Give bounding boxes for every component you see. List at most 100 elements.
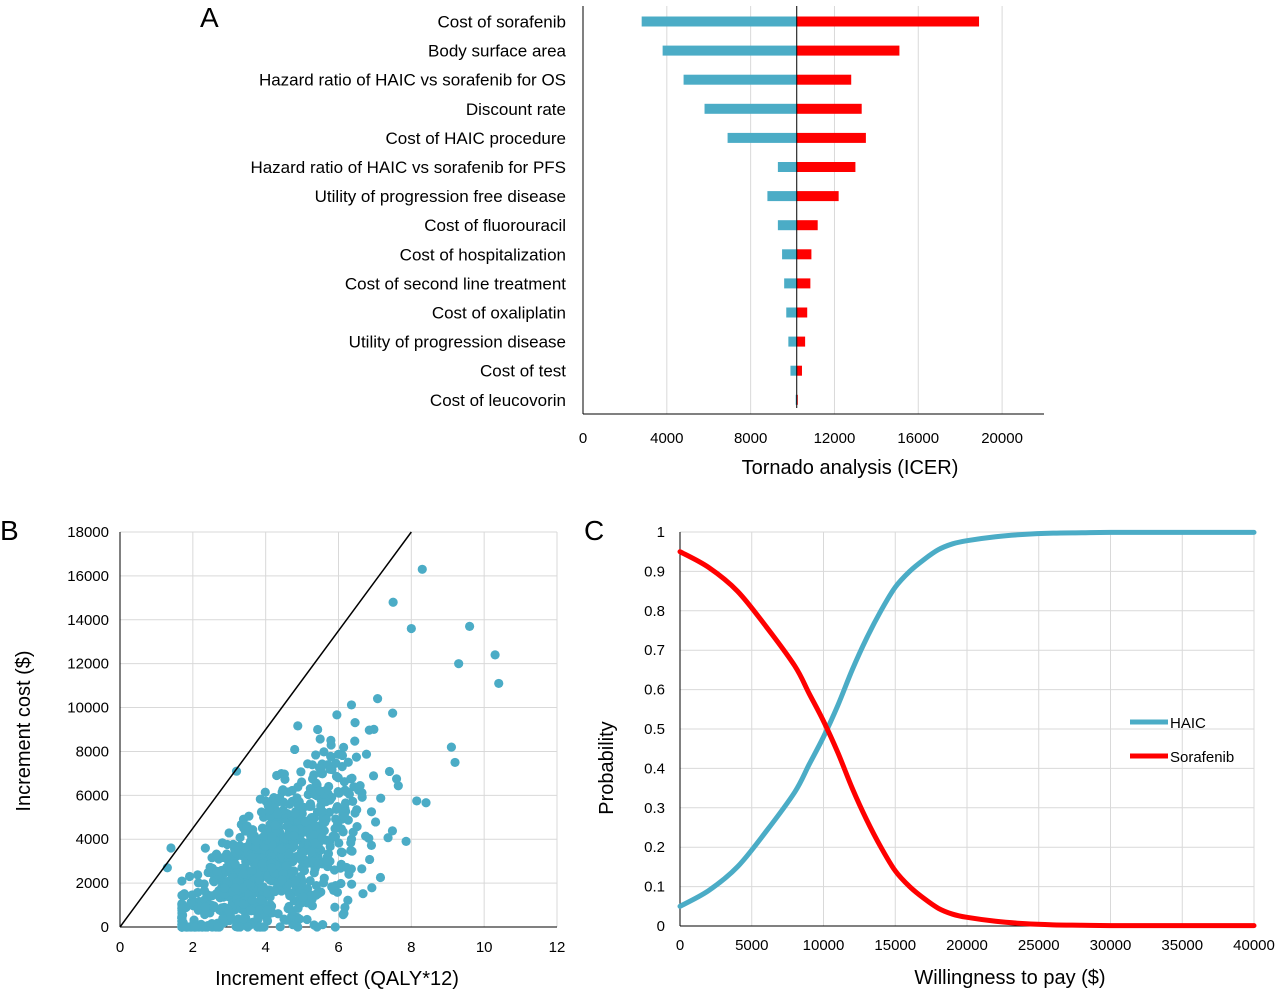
tornado-bar-high xyxy=(796,132,866,143)
curve-y-tick-label: 0.8 xyxy=(644,603,665,620)
scatter-point xyxy=(330,902,340,912)
scatter-point xyxy=(357,788,367,798)
tornado-bar-high xyxy=(796,394,798,405)
scatter-point xyxy=(311,890,321,900)
legend-label-haic: HAIC xyxy=(1170,715,1206,732)
tornado-bar-high xyxy=(796,307,808,318)
tornado-bar-low xyxy=(784,278,797,289)
scatter-point xyxy=(332,710,342,720)
scatter-point xyxy=(254,905,265,915)
scatter-y-tick-label: 12000 xyxy=(67,656,109,673)
scatter-point xyxy=(326,752,336,762)
scatter-point xyxy=(370,817,381,827)
scatter-y-tick-label: 10000 xyxy=(67,700,109,717)
scatter-x-tick-label: 8 xyxy=(407,939,415,956)
scatter-point xyxy=(230,883,240,893)
tornado-bar-low xyxy=(662,45,797,56)
scatter-point xyxy=(247,895,257,905)
scatter-point xyxy=(244,811,254,821)
curve-x-tick-label: 15000 xyxy=(874,937,916,954)
tornado-chart: 0 4000 8000 12000 16000 20000 Cost of sorafeni… xyxy=(250,6,1044,447)
scatter-point xyxy=(243,922,253,932)
tornado-bar-low xyxy=(641,16,797,27)
scatter-point xyxy=(209,877,219,887)
scatter-point xyxy=(494,678,504,689)
scatter-point xyxy=(343,757,353,767)
scatter-point xyxy=(367,883,377,893)
scatter-point xyxy=(465,621,475,631)
scatter-point xyxy=(212,866,222,876)
curve-y-tick-label: 0.3 xyxy=(644,800,665,817)
tornado-bar-low xyxy=(777,220,797,231)
scatter-point xyxy=(319,747,329,757)
scatter-point xyxy=(417,564,427,574)
curve-y-tick-label: 1 xyxy=(657,524,665,541)
scatter-point xyxy=(238,883,248,893)
scatter-point xyxy=(346,700,357,710)
scatter-point xyxy=(317,832,327,842)
scatter-point xyxy=(334,838,344,848)
tornado-category-label: Hazard ratio of HAIC vs sorafenib for OS xyxy=(259,71,566,90)
scatter-y-tick-label: 6000 xyxy=(76,787,109,804)
tornado-category-label: Body surface area xyxy=(428,42,567,61)
scatter-point xyxy=(256,807,267,817)
scatter-point xyxy=(315,734,325,744)
scatter-point xyxy=(184,871,195,882)
tornado-bar-low xyxy=(795,394,797,405)
scatter-x-tick-label: 4 xyxy=(261,939,269,956)
scatter-point xyxy=(384,766,395,777)
scatter-point xyxy=(283,904,293,914)
scatter-point xyxy=(179,889,189,899)
scatter-point xyxy=(325,764,335,774)
tornado-category-label: Hazard ratio of HAIC vs sorafenib for PF… xyxy=(250,158,566,177)
scatter-point xyxy=(285,891,295,901)
scatter-point xyxy=(387,826,398,836)
curve-x-tick-label: 30000 xyxy=(1090,937,1132,954)
curve-y-tick-label: 0 xyxy=(657,918,665,935)
scatter-point xyxy=(391,774,402,784)
scatter-point xyxy=(280,774,290,784)
scatter-point xyxy=(200,909,210,920)
scatter-point xyxy=(287,785,297,796)
scatter-point xyxy=(255,794,265,804)
scatter-point xyxy=(211,889,221,899)
scatter-chart: 0 2000 4000 6000 8000 10000 12000 14000 16000 180… xyxy=(67,524,565,956)
scatter-point xyxy=(305,898,315,908)
scatter-point xyxy=(218,852,229,863)
tornado-bar-low xyxy=(727,132,797,143)
scatter-point xyxy=(350,808,360,818)
scatter-point xyxy=(262,916,273,926)
curve-x-tick-label: 20000 xyxy=(946,937,988,954)
scatter-point xyxy=(257,895,267,905)
scatter-point xyxy=(346,774,356,784)
curve-series-sorafenib xyxy=(677,549,1257,929)
scatter-point xyxy=(272,809,283,819)
scatter-point xyxy=(338,742,349,752)
scatter-point xyxy=(311,750,321,760)
scatter-point xyxy=(330,824,340,834)
scatter-point xyxy=(290,876,301,886)
scatter-point xyxy=(300,817,310,827)
curve-x-tick-label: 10000 xyxy=(803,937,845,954)
scatter-point xyxy=(255,922,265,932)
scatter-point xyxy=(224,828,234,838)
scatter-point xyxy=(177,922,187,932)
scatter-point xyxy=(350,718,360,728)
scatter-point xyxy=(238,869,249,879)
curve-series-haic xyxy=(677,529,1257,909)
scatter-point xyxy=(319,873,329,883)
scatter-point xyxy=(284,848,294,859)
scatter-point xyxy=(357,864,367,874)
scatter-point xyxy=(240,842,250,853)
scatter-point xyxy=(223,905,234,915)
scatter-point xyxy=(235,832,245,843)
scatter-x-tick-label: 10 xyxy=(476,939,493,956)
tornado-bar-low xyxy=(790,365,797,376)
scatter-y-tick-label: 18000 xyxy=(67,524,109,541)
scatter-point xyxy=(446,742,457,752)
scatter-x-tick-label: 2 xyxy=(189,939,197,956)
scatter-y-tick-label: 2000 xyxy=(76,875,109,892)
tornado-x-axis-title: Tornado analysis (ICER) xyxy=(742,457,959,479)
tornado-category-label: Discount rate xyxy=(466,100,566,119)
scatter-point xyxy=(260,787,270,797)
